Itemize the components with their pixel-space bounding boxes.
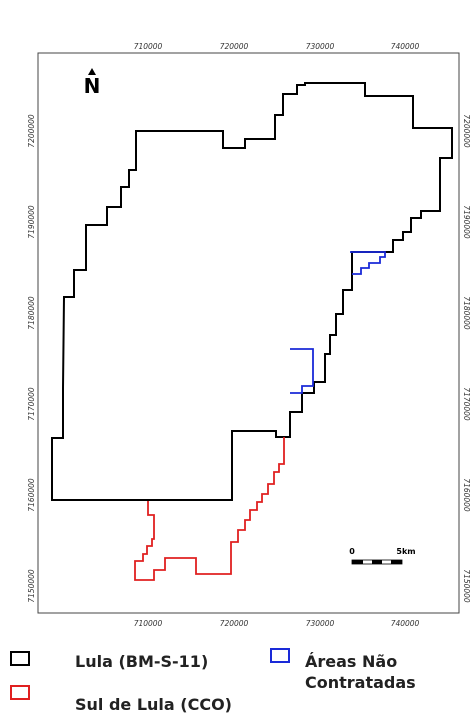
scale-segment-2 (372, 560, 382, 564)
areas-nao-contratadas-north (350, 251, 386, 275)
y-tick-right-7160000: 7160000 (462, 478, 471, 512)
x-tick-top-720000: 720000 (220, 42, 249, 51)
x-tick-bottom-730000: 730000 (306, 619, 335, 628)
y-tick-right-7170000: 7170000 (462, 387, 471, 421)
y-tick-left-7170000: 7170000 (27, 387, 36, 421)
scale-segment-3 (391, 560, 402, 564)
bottom-x-ticks: 710000 720000 730000 740000 (134, 619, 420, 628)
x-tick-bottom-740000: 740000 (391, 619, 420, 628)
sul-de-lula-boundary (134, 437, 285, 581)
y-tick-right-7180000: 7180000 (462, 296, 471, 330)
y-tick-left-7190000: 7190000 (27, 205, 36, 239)
top-x-ticks: 710000 720000 730000 740000 (134, 42, 420, 51)
map-frame (37, 52, 460, 614)
scale-start-label: 0 (349, 547, 355, 556)
x-tick-top-730000: 730000 (306, 42, 335, 51)
north-label: N (84, 74, 101, 98)
x-tick-top-710000: 710000 (134, 42, 163, 51)
x-tick-bottom-710000: 710000 (134, 619, 163, 628)
y-tick-left-7200000: 7200000 (27, 114, 36, 148)
scale-end-label: 5km (396, 547, 415, 556)
y-tick-right-7150000: 7150000 (462, 569, 471, 603)
y-tick-left-7160000: 7160000 (27, 478, 36, 512)
scale-segment-1 (352, 560, 363, 564)
x-tick-top-740000: 740000 (391, 42, 420, 51)
right-y-ticks: 7200000 7190000 7180000 7170000 7160000 … (462, 114, 471, 603)
north-arrow-icon: N (84, 68, 101, 98)
y-tick-right-7200000: 7200000 (462, 114, 471, 148)
x-tick-bottom-720000: 720000 (220, 619, 249, 628)
areas-nao-contratadas-south (290, 348, 314, 394)
y-tick-right-7190000: 7190000 (462, 205, 471, 239)
y-tick-left-7150000: 7150000 (27, 569, 36, 603)
left-y-ticks: 7200000 7190000 7180000 7170000 7160000 … (27, 114, 36, 603)
y-tick-left-7180000: 7180000 (27, 296, 36, 330)
lula-boundary (51, 82, 453, 501)
scale-bar: 0 5km (349, 547, 416, 565)
